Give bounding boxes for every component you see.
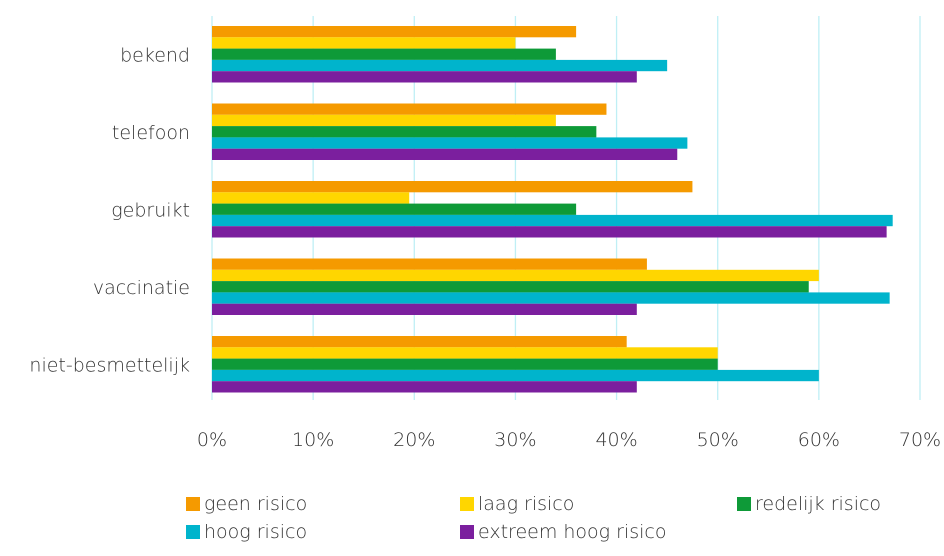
bar-laag-risico-bekend: [212, 37, 516, 49]
bar-extreem-hoog-risico-vaccinatie: [212, 303, 637, 315]
x-tick-label: 20%: [393, 429, 435, 451]
bar-redelijk-risico-telefoon: [212, 126, 597, 138]
bar-redelijk-risico-vaccinatie: [212, 281, 809, 293]
category-label: telefoon: [112, 122, 190, 144]
bar-geen-risico-vaccinatie: [212, 258, 647, 270]
bar-hoog-risico-bekend: [212, 59, 668, 72]
bar-laag-risico-gebruikt: [212, 192, 410, 204]
bar-geen-risico-niet-besmettelijk: [212, 336, 627, 348]
bar-extreem-hoog-risico-gebruikt: [212, 226, 887, 238]
x-tick-label: 50%: [697, 429, 739, 451]
category-label: bekend: [120, 44, 190, 66]
bar-redelijk-risico-bekend: [212, 48, 556, 60]
bar-extreem-hoog-risico-telefoon: [212, 148, 678, 160]
x-tick-label: 40%: [595, 429, 637, 451]
bar-redelijk-risico-niet-besmettelijk: [212, 358, 718, 370]
bar-laag-risico-telefoon: [212, 114, 556, 127]
bar-hoog-risico-vaccinatie: [212, 292, 890, 304]
bar-extreem-hoog-risico-bekend: [212, 71, 637, 83]
bar-redelijk-risico-gebruikt: [212, 203, 577, 215]
x-tick-label: 0%: [197, 429, 227, 451]
bar-laag-risico-niet-besmettelijk: [212, 347, 718, 359]
x-tick-label: 70%: [899, 429, 941, 451]
bar-hoog-risico-niet-besmettelijk: [212, 369, 819, 382]
bar-geen-risico-telefoon: [212, 103, 607, 115]
bar-geen-risico-bekend: [212, 26, 577, 38]
x-tick-label: 30%: [494, 429, 536, 451]
bar-hoog-risico-telefoon: [212, 137, 688, 149]
category-label: niet-besmettelijk: [29, 354, 190, 376]
bar-hoog-risico-gebruikt: [212, 214, 893, 227]
x-tick-label: 60%: [798, 429, 840, 451]
category-label: gebruikt: [111, 199, 190, 221]
bar-laag-risico-vaccinatie: [212, 269, 819, 282]
category-label: vaccinatie: [93, 277, 190, 299]
bar-extreem-hoog-risico-niet-besmettelijk: [212, 381, 637, 393]
x-tick-label: 10%: [292, 429, 334, 451]
bar-geen-risico-gebruikt: [212, 181, 693, 193]
